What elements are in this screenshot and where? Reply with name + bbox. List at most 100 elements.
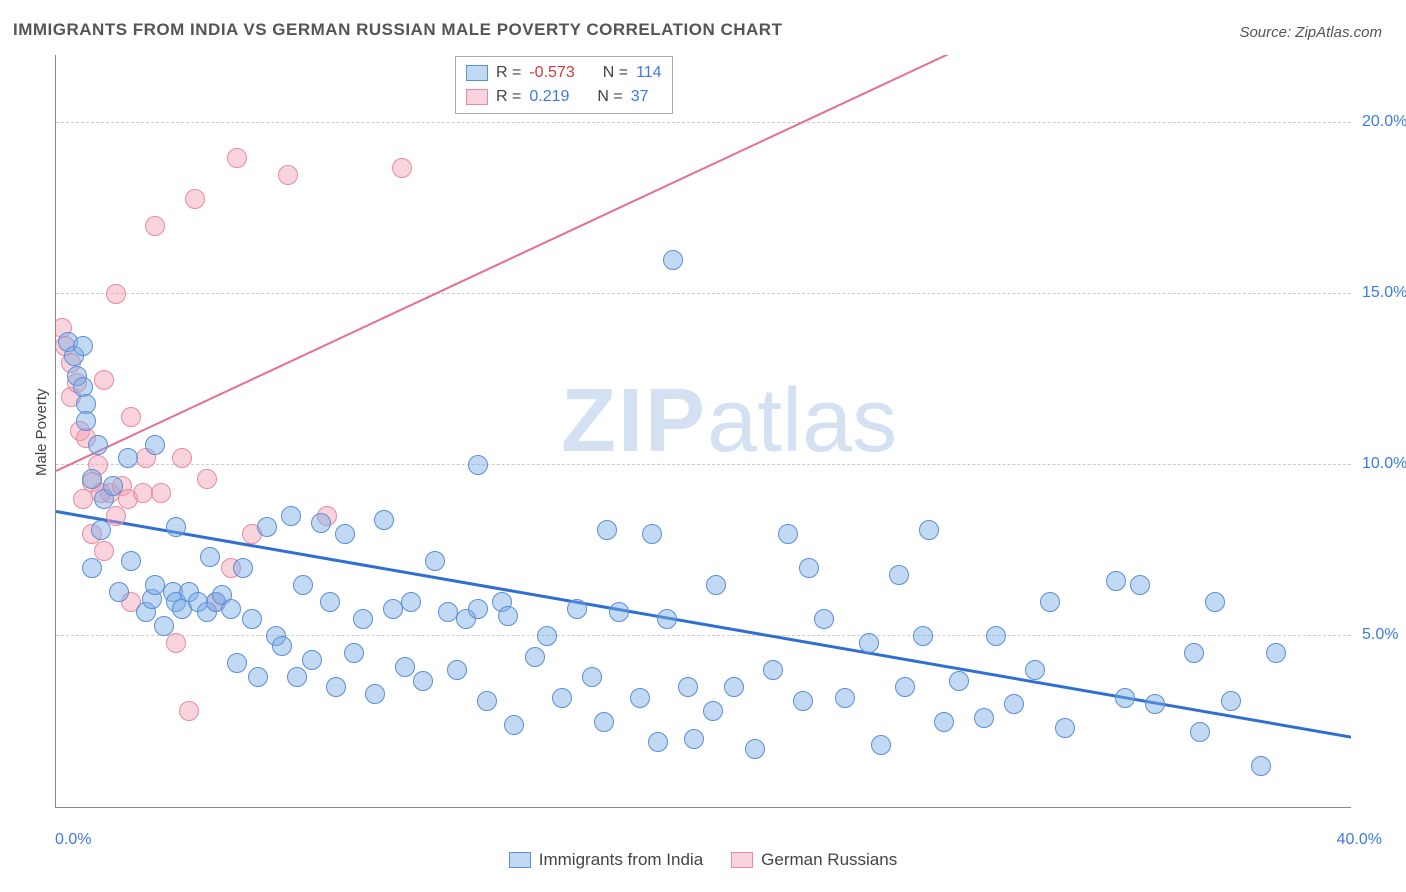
point-blue	[293, 575, 313, 595]
point-blue	[401, 592, 421, 612]
point-blue	[353, 609, 373, 629]
point-blue	[145, 575, 165, 595]
point-blue	[233, 558, 253, 578]
point-blue	[145, 435, 165, 455]
point-blue	[383, 599, 403, 619]
legend-R-value-blue: -0.573	[529, 61, 574, 85]
point-blue	[1130, 575, 1150, 595]
point-pink	[179, 701, 199, 721]
point-blue	[281, 506, 301, 526]
legend-swatch-pink	[731, 852, 753, 868]
point-blue	[504, 715, 524, 735]
point-pink	[392, 158, 412, 178]
point-blue	[597, 520, 617, 540]
y-tick-label: 20.0%	[1362, 113, 1406, 131]
point-blue	[859, 633, 879, 653]
point-blue	[82, 558, 102, 578]
point-blue	[468, 599, 488, 619]
point-blue	[1184, 643, 1204, 663]
x-axis-max-label: 40.0%	[1337, 831, 1382, 849]
point-blue	[552, 688, 572, 708]
gridline	[56, 464, 1351, 465]
point-blue	[642, 524, 662, 544]
point-blue	[103, 476, 123, 496]
legend-R-label: R =	[496, 61, 521, 85]
legend-N-label: N =	[603, 61, 628, 85]
point-blue	[438, 602, 458, 622]
point-blue	[763, 660, 783, 680]
point-blue	[889, 565, 909, 585]
x-tick	[959, 807, 960, 808]
legend-N-value-pink: 37	[631, 85, 649, 109]
point-pink	[197, 469, 217, 489]
chart-title: IMMIGRANTS FROM INDIA VS GERMAN RUSSIAN …	[13, 20, 782, 40]
legend-label-blue: Immigrants from India	[539, 850, 703, 870]
legend-swatch-blue	[509, 852, 531, 868]
x-tick	[1261, 807, 1262, 808]
point-blue	[1221, 691, 1241, 711]
point-blue	[835, 688, 855, 708]
point-blue	[395, 657, 415, 677]
point-blue	[1040, 592, 1060, 612]
point-blue	[118, 448, 138, 468]
point-blue	[88, 435, 108, 455]
point-blue	[1205, 592, 1225, 612]
legend-label-pink: German Russians	[761, 850, 897, 870]
gridline	[56, 635, 1351, 636]
point-blue	[257, 517, 277, 537]
point-blue	[447, 660, 467, 680]
point-blue	[326, 677, 346, 697]
point-blue	[374, 510, 394, 530]
legend-N-value-blue: 114	[636, 61, 662, 85]
point-blue	[986, 626, 1006, 646]
x-tick	[508, 807, 509, 808]
point-blue	[974, 708, 994, 728]
x-tick	[1110, 807, 1111, 808]
legend-N-label: N =	[597, 85, 622, 109]
point-blue	[365, 684, 385, 704]
point-blue	[272, 636, 292, 656]
x-tick	[809, 807, 810, 808]
point-blue	[895, 677, 915, 697]
point-blue	[413, 671, 433, 691]
point-pink	[172, 448, 192, 468]
x-axis-min-label: 0.0%	[55, 831, 91, 849]
point-pink	[151, 483, 171, 503]
x-tick	[357, 807, 358, 808]
point-blue	[227, 653, 247, 673]
point-blue	[582, 667, 602, 687]
point-blue	[76, 411, 96, 431]
point-blue	[934, 712, 954, 732]
trendline-pink	[56, 55, 949, 472]
point-blue	[871, 735, 891, 755]
point-blue	[1266, 643, 1286, 663]
point-blue	[1004, 694, 1024, 714]
point-blue	[678, 677, 698, 697]
point-pink	[73, 489, 93, 509]
x-tick	[658, 807, 659, 808]
legend-R-label: R =	[496, 85, 521, 109]
legend-R-value-pink: 0.219	[529, 85, 569, 109]
chart-source: Source: ZipAtlas.com	[1239, 24, 1382, 41]
point-pink	[227, 148, 247, 168]
point-blue	[525, 647, 545, 667]
legend-swatch-pink	[466, 89, 488, 105]
point-blue	[793, 691, 813, 711]
point-blue	[657, 609, 677, 629]
point-blue	[630, 688, 650, 708]
point-blue	[221, 599, 241, 619]
point-blue	[1190, 722, 1210, 742]
point-blue	[477, 691, 497, 711]
y-tick-label: 5.0%	[1362, 626, 1398, 644]
legend-swatch-blue	[466, 65, 488, 81]
legend-stats-row-blue: R = -0.573 N = 114	[466, 61, 662, 85]
y-tick-label: 15.0%	[1362, 284, 1406, 302]
watermark: ZIPatlas	[561, 370, 897, 473]
point-blue	[663, 250, 683, 270]
y-tick-label: 10.0%	[1362, 455, 1406, 473]
point-blue	[537, 626, 557, 646]
point-blue	[567, 599, 587, 619]
point-blue	[335, 524, 355, 544]
gridline	[56, 122, 1351, 123]
point-blue	[302, 650, 322, 670]
